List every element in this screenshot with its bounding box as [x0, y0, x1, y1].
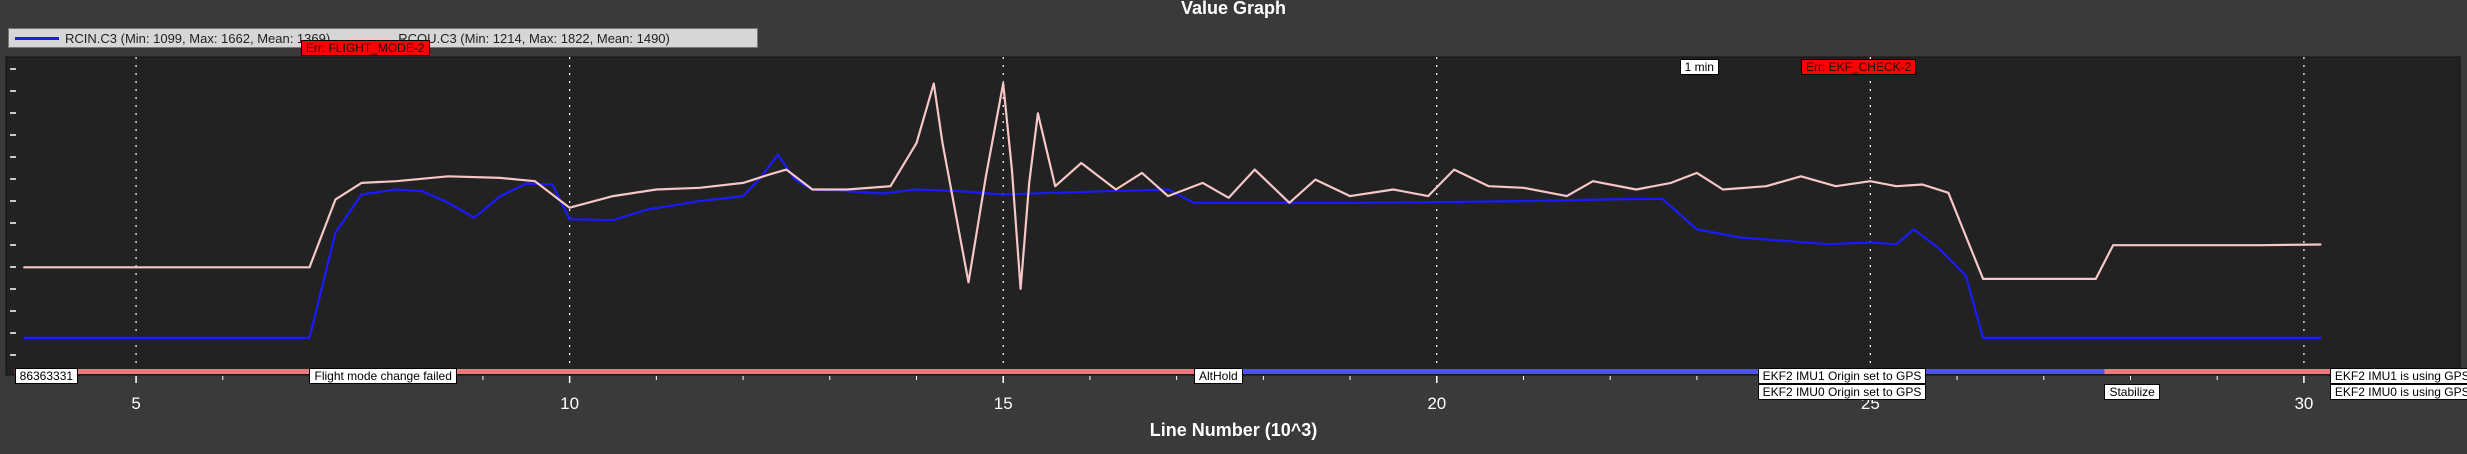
- event-marker: 1 min: [1679, 59, 1719, 75]
- legend-swatch-rcin: [15, 36, 59, 40]
- event-marker: EKF2 IMU0 Origin set to GPS: [1757, 384, 1927, 400]
- mode-band: [1193, 369, 2105, 374]
- event-marker: 86363331: [14, 368, 79, 384]
- x-tick-label: 15: [994, 394, 1013, 413]
- legend-label-rcin: RCIN.C3 (Min: 1099, Max: 1662, Mean: 136…: [65, 30, 331, 46]
- legend-entry-rcin[interactable]: RCIN.C3 (Min: 1099, Max: 1662, Mean: 136…: [15, 31, 330, 46]
- event-marker: Flight mode change failed: [309, 368, 457, 384]
- event-marker: EKF2 IMU1 is using GPS: [2329, 368, 2467, 384]
- error-marker: Err: FLIGHT_MODE-2: [300, 40, 430, 56]
- x-axis-label: Line Number (10^3): [1149, 420, 1318, 440]
- x-tick-label: 20: [1427, 394, 1446, 413]
- plot-area: [5, 56, 2461, 376]
- x-tick-label: 10: [560, 394, 579, 413]
- event-marker: EKF2 IMU0 is using GPS: [2329, 384, 2467, 400]
- error-marker: Err: EKF_CHECK-2: [1800, 59, 1917, 75]
- x-tick-label: 5: [131, 394, 140, 413]
- series-line-rcin: [23, 153, 2322, 339]
- legend-label-rcou: RCOU.C3 (Min: 1214, Max: 1822, Mean: 149…: [398, 30, 670, 46]
- mode-band: [14, 369, 1194, 374]
- series-line-rcou: [23, 82, 2322, 290]
- legend-entry-rcou[interactable]: RCOU.C3 (Min: 1214, Max: 1822, Mean: 149…: [348, 31, 670, 46]
- event-marker: Stabilize: [2104, 384, 2160, 400]
- event-marker: EKF2 IMU1 Origin set to GPS: [1757, 368, 1927, 384]
- event-marker: AltHold: [1193, 368, 1243, 384]
- chart-title: Value Graph: [1180, 0, 1287, 18]
- x-tick-label: 30: [2294, 394, 2313, 413]
- legend-swatch-rcou: [348, 36, 393, 40]
- mode-band: [2104, 369, 2460, 374]
